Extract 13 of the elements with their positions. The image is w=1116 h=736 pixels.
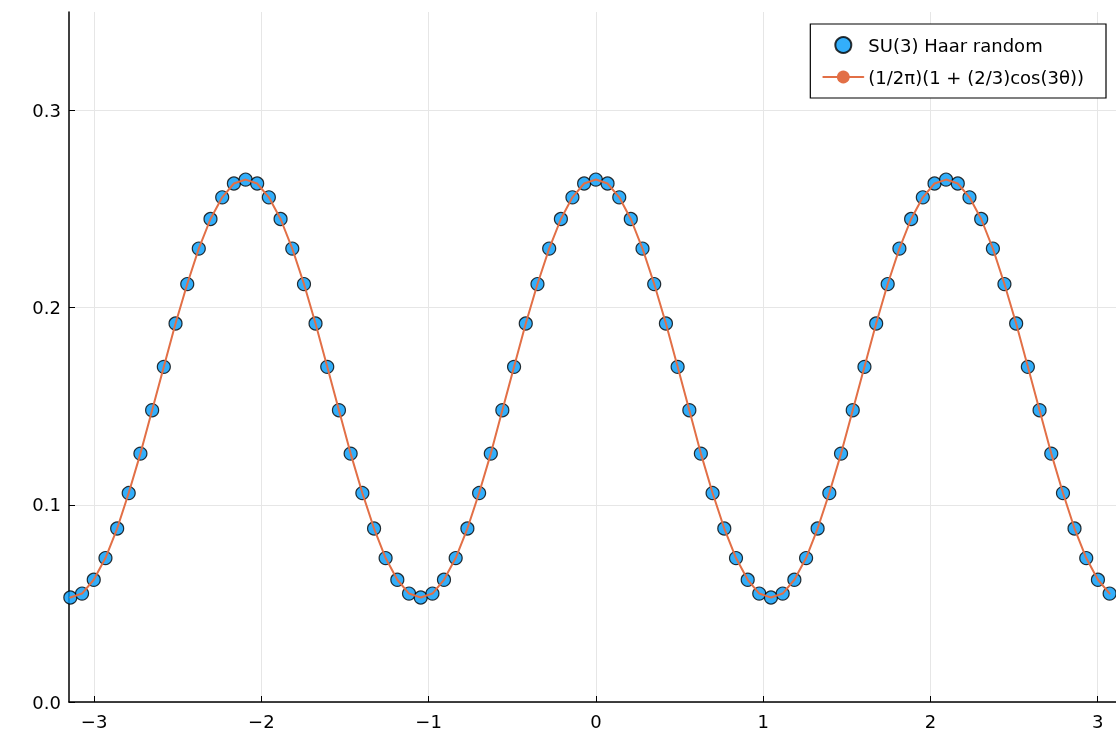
x-tick-label: −2 bbox=[248, 710, 275, 732]
y-tick-label: 0.3 bbox=[32, 100, 61, 122]
x-tick-label: −1 bbox=[415, 710, 442, 732]
legend-label: (1/2π)(1 + (2/3)cos(3θ)) bbox=[868, 66, 1084, 88]
y-tick-label: 0.2 bbox=[32, 297, 61, 319]
x-tick-label: 1 bbox=[757, 710, 769, 732]
x-tick-label: 2 bbox=[924, 710, 937, 732]
x-tick-label: −3 bbox=[80, 710, 108, 732]
y-tick-label: 0.0 bbox=[32, 691, 61, 713]
legend-label: SU(3) Haar random bbox=[868, 34, 1043, 56]
y-tick-label: 0.1 bbox=[32, 494, 61, 516]
x-tick-label: 3 bbox=[1091, 710, 1104, 732]
x-tick-label: 0 bbox=[590, 710, 602, 732]
